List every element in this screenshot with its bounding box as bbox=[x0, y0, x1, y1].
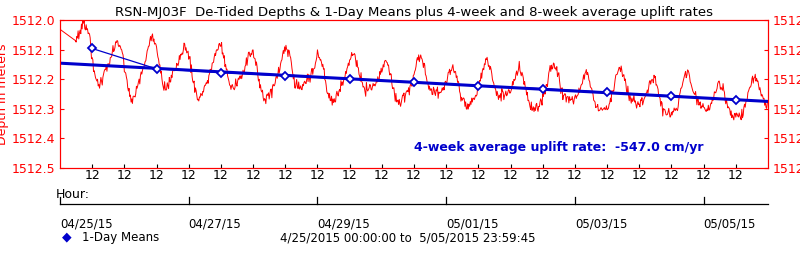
Text: 05/05/15: 05/05/15 bbox=[704, 218, 756, 231]
Text: Hour:: Hour: bbox=[56, 188, 90, 201]
Text: 4/25/2015 00:00:00 to  5/05/2015 23:59:45: 4/25/2015 00:00:00 to 5/05/2015 23:59:45 bbox=[280, 231, 535, 244]
Text: 4-week average uplift rate:  -547.0 cm/yr: 4-week average uplift rate: -547.0 cm/yr bbox=[414, 141, 703, 154]
Text: 04/27/15: 04/27/15 bbox=[189, 218, 242, 231]
Text: 1-Day Means: 1-Day Means bbox=[82, 231, 160, 244]
Text: ◆: ◆ bbox=[62, 230, 71, 243]
Text: 05/01/15: 05/01/15 bbox=[446, 218, 498, 231]
Text: 04/29/15: 04/29/15 bbox=[318, 218, 370, 231]
Text: 05/03/15: 05/03/15 bbox=[575, 218, 627, 231]
Title: RSN-MJ03F  De-Tided Depths & 1-Day Means plus 4-week and 8-week average uplift r: RSN-MJ03F De-Tided Depths & 1-Day Means … bbox=[115, 6, 713, 19]
Text: 04/25/15: 04/25/15 bbox=[60, 218, 113, 231]
Y-axis label: Depth in meters: Depth in meters bbox=[0, 43, 9, 145]
